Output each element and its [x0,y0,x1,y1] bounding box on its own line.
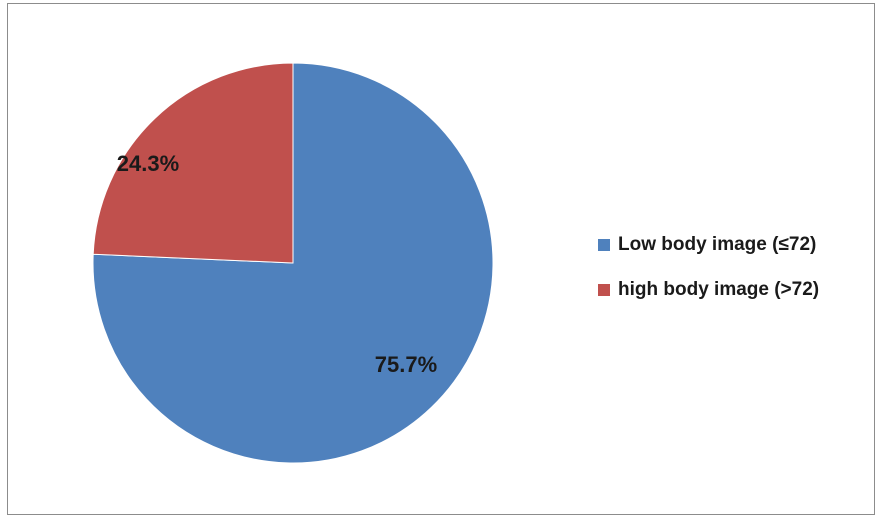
data-label-high-body-image: 24.3% [117,151,179,176]
legend-swatch-low-body-image [598,239,610,251]
pie-chart: 75.7% 24.3% [92,62,494,464]
legend-item-high-body-image: high body image (>72) [598,278,819,302]
legend-swatch-high-body-image [598,284,610,296]
legend-item-low-body-image: Low body image (≤72) [598,233,819,257]
legend-label-high-body-image: high body image (>72) [618,279,820,300]
legend: Low body image (≤72) high body image (>7… [598,233,819,323]
legend-label-low-body-image: Low body image (≤72) [618,234,817,255]
pie-slice-high-body-image [92,62,294,264]
data-label-low-body-image: 75.7% [375,352,437,377]
chart-area: 75.7% 24.3% Low body image (≤72) high bod… [7,3,875,515]
